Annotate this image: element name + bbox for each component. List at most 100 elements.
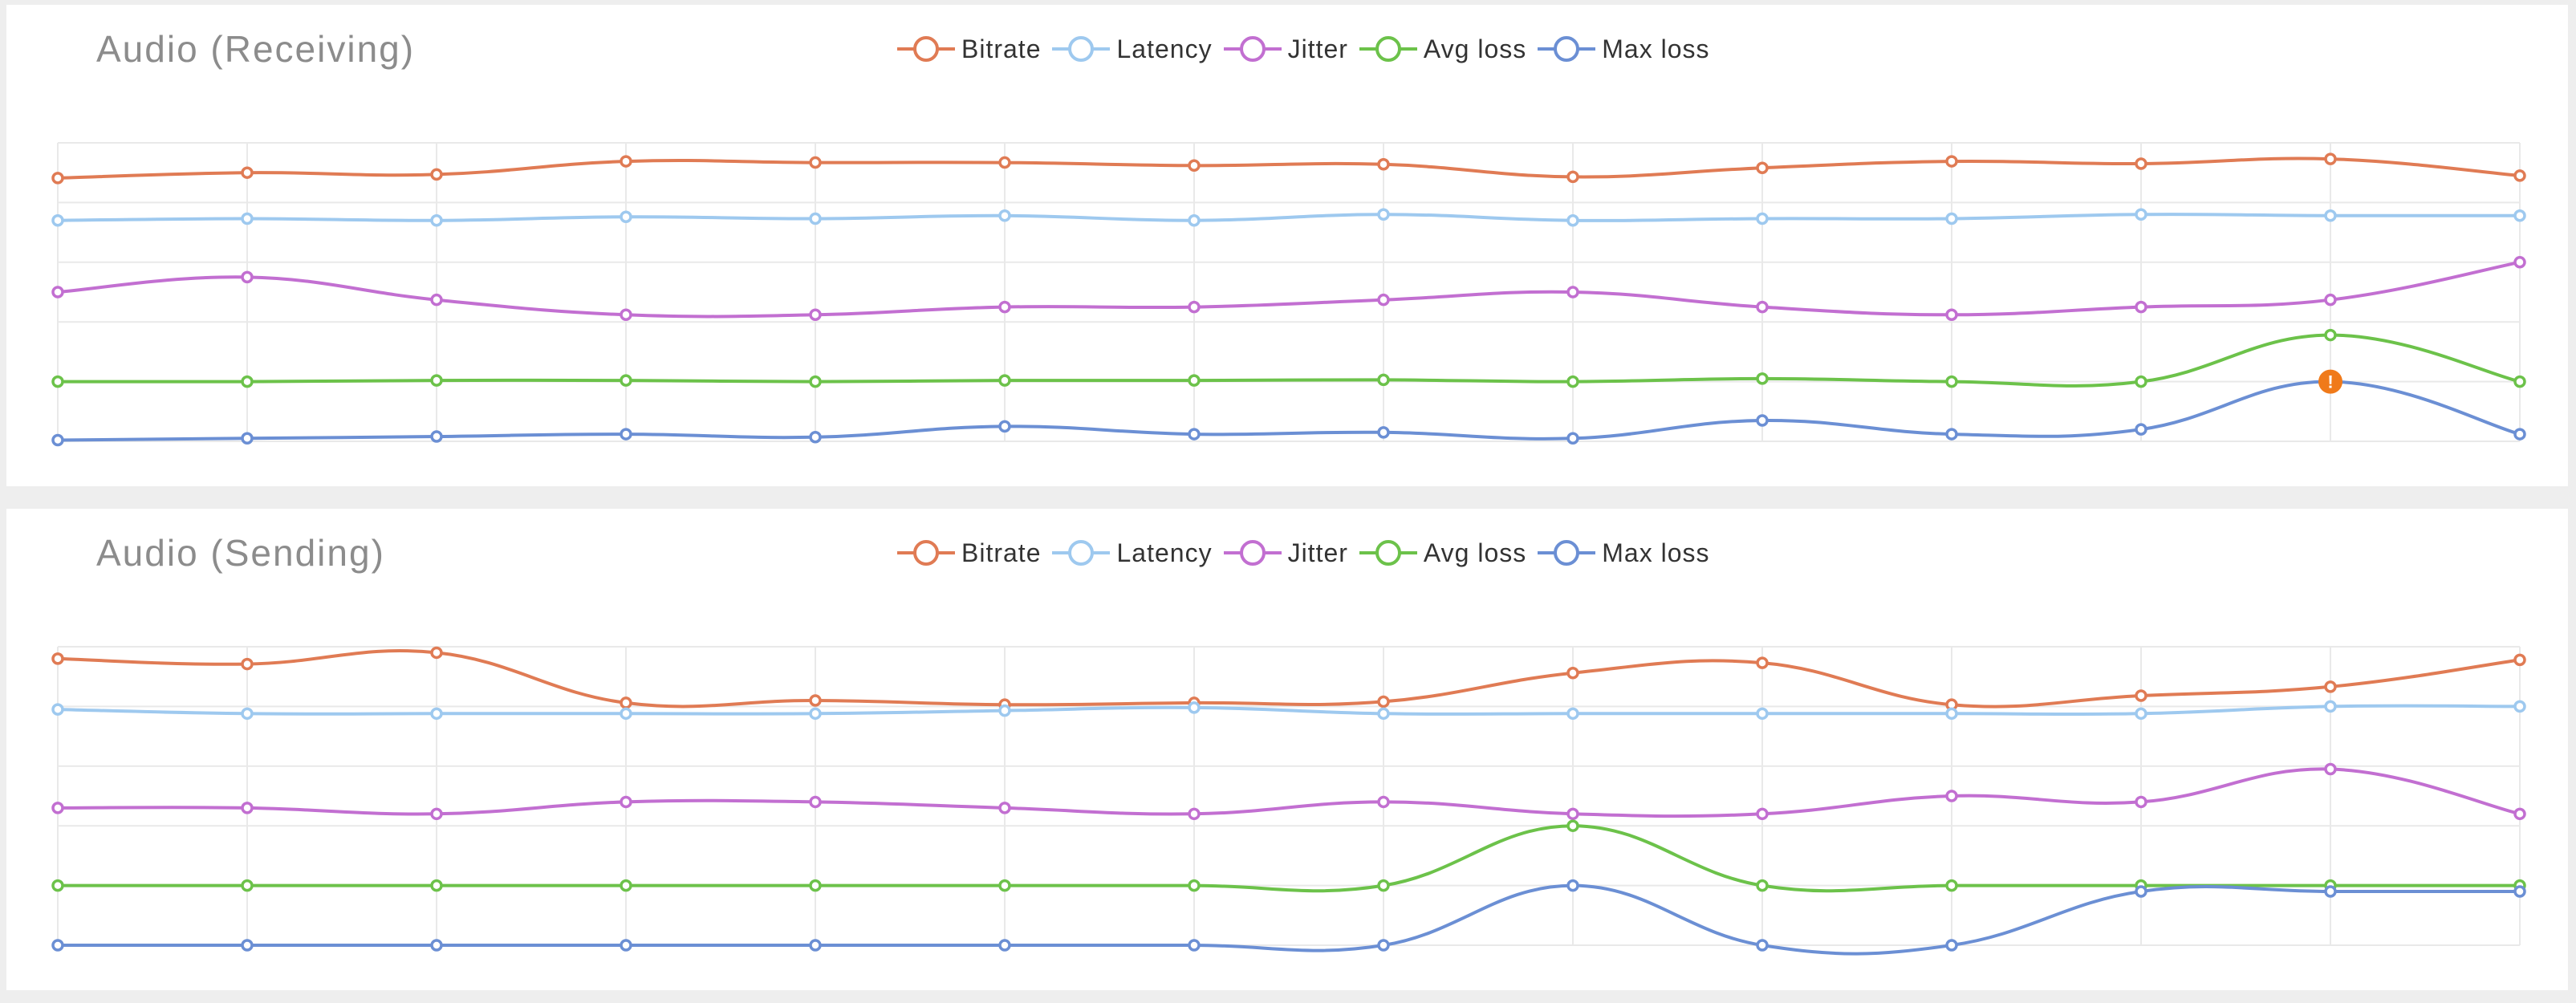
data-point-jitter [430, 293, 443, 307]
series-line-avg-loss [57, 824, 2520, 893]
data-point-bitrate [2135, 689, 2147, 702]
legend-marker-circle [913, 36, 939, 62]
data-point-latency [1377, 707, 1390, 721]
legend-item-jitter[interactable]: Jitter [1223, 537, 1348, 569]
data-point-max-loss [809, 431, 822, 444]
data-point-jitter [1945, 308, 1958, 322]
legend-item-bitrate[interactable]: Bitrate [897, 33, 1041, 65]
data-point-max-loss [1377, 426, 1390, 439]
series-line-max-loss [58, 883, 2521, 956]
data-point-latency [1756, 212, 1769, 225]
data-point-max-loss [241, 432, 254, 445]
data-point-latency [2513, 700, 2526, 713]
data-point-max-loss [1756, 939, 1769, 952]
data-point-avg-loss [809, 879, 822, 892]
series-line-bitrate [57, 649, 2521, 709]
series-avg-loss [51, 819, 2526, 893]
data-point-max-loss [1945, 428, 1958, 441]
data-point-bitrate [430, 646, 443, 660]
data-point-jitter [1566, 286, 1579, 298]
data-point-avg-loss [241, 879, 254, 892]
chart-title: Audio (Sending) [96, 532, 385, 574]
data-point-latency [1188, 701, 1201, 714]
legend-item-bitrate[interactable]: Bitrate [897, 537, 1041, 569]
series-line-jitter [57, 767, 2521, 818]
data-point-bitrate [241, 166, 254, 179]
data-point-bitrate [1756, 161, 1769, 174]
legend-label: Avg loss [1423, 34, 1527, 63]
data-point-jitter [620, 795, 632, 809]
data-point-max-loss [1945, 939, 1958, 952]
legend-item-jitter[interactable]: Jitter [1223, 33, 1348, 65]
data-point-latency [430, 213, 443, 227]
data-point-latency [51, 213, 64, 227]
series-latency [51, 208, 2526, 227]
data-point-latency [430, 707, 443, 721]
data-point-latency [241, 212, 254, 225]
legend-item-avg-loss[interactable]: Avg loss [1359, 537, 1526, 569]
data-point-latency [998, 209, 1011, 222]
data-point-bitrate [620, 696, 632, 709]
data-point-max-loss [430, 430, 443, 443]
data-point-jitter [1188, 300, 1201, 314]
series-jitter [51, 762, 2526, 821]
data-point-jitter [241, 802, 254, 814]
data-point-bitrate [2513, 653, 2526, 667]
data-point-latency [2135, 707, 2147, 721]
line-chart-sending [51, 646, 2526, 956]
data-point-avg-loss [1756, 879, 1769, 892]
legend-marker-circle [1068, 36, 1095, 62]
legend-marker-icon [1359, 36, 1417, 62]
series-max-loss [51, 879, 2526, 956]
data-point-bitrate [809, 694, 822, 707]
legend-label: Bitrate [961, 538, 1042, 567]
grid [57, 646, 2521, 946]
data-point-max-loss [1188, 939, 1201, 952]
data-point-max-loss [1756, 414, 1769, 427]
legend-item-avg-loss[interactable]: Avg loss [1359, 33, 1526, 65]
series-line-latency [57, 704, 2521, 717]
legend-marker-icon [1052, 540, 1111, 566]
data-point-max-loss [998, 420, 1011, 433]
data-point-max-loss [241, 939, 254, 952]
data-point-bitrate [1756, 656, 1769, 669]
data-point-jitter [2513, 807, 2526, 821]
data-point-bitrate [1188, 159, 1201, 173]
data-point-avg-loss [1756, 372, 1769, 385]
legend-item-latency[interactable]: Latency [1052, 537, 1212, 569]
data-point-avg-loss [1377, 879, 1390, 892]
data-point-bitrate [1945, 155, 1958, 168]
data-point-jitter [241, 270, 254, 284]
warning-marker [2318, 369, 2342, 394]
data-point-max-loss [51, 433, 64, 447]
data-point-bitrate [2135, 157, 2147, 170]
series-jitter [51, 256, 2526, 322]
data-point-jitter [1566, 807, 1579, 821]
legend-marker-circle [1375, 540, 1401, 566]
chart-panel-receiving: Audio (Receiving) Bitrate Latency Jitter Av… [6, 5, 2568, 486]
data-point-latency [620, 210, 632, 224]
legend-label: Max loss [1602, 538, 1710, 567]
data-point-jitter [1945, 790, 1958, 802]
series-line-latency [57, 213, 2521, 222]
line-chart-receiving: ! [51, 142, 2526, 447]
legend-item-latency[interactable]: Latency [1052, 33, 1212, 65]
data-point-avg-loss [51, 375, 64, 388]
legend-item-max-loss[interactable]: Max loss [1538, 537, 1709, 569]
data-point-avg-loss [2135, 375, 2147, 388]
data-point-jitter [998, 802, 1011, 814]
data-point-max-loss [2324, 885, 2337, 898]
series-bitrate [51, 646, 2526, 711]
legend-item-max-loss[interactable]: Max loss [1538, 33, 1709, 65]
data-point-bitrate [51, 652, 64, 665]
legend-label: Jitter [1287, 34, 1348, 63]
data-point-jitter [809, 795, 822, 809]
data-point-latency [809, 707, 822, 721]
data-point-jitter [2324, 293, 2337, 307]
data-point-avg-loss [1377, 373, 1390, 387]
data-point-jitter [1377, 795, 1390, 809]
data-point-bitrate [2513, 169, 2526, 182]
data-point-max-loss [1566, 879, 1579, 892]
data-point-bitrate [1566, 666, 1579, 680]
data-point-latency [1377, 208, 1390, 221]
